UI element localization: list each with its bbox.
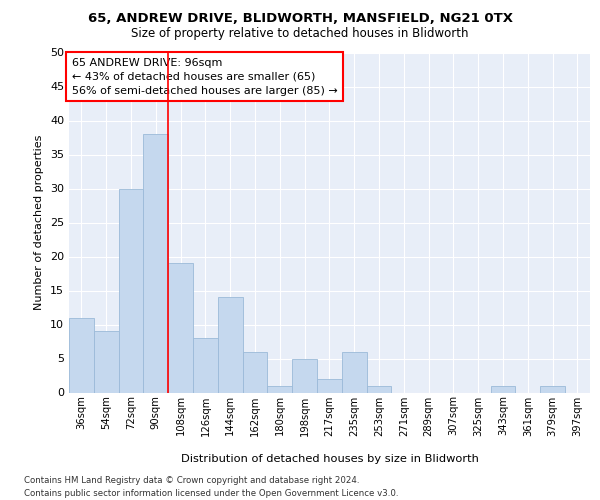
Bar bbox=[317, 379, 342, 392]
Bar bbox=[69, 318, 94, 392]
Bar bbox=[119, 188, 143, 392]
Bar bbox=[268, 386, 292, 392]
Bar bbox=[491, 386, 515, 392]
Bar bbox=[367, 386, 391, 392]
Bar bbox=[242, 352, 268, 393]
Bar bbox=[540, 386, 565, 392]
Text: Size of property relative to detached houses in Blidworth: Size of property relative to detached ho… bbox=[131, 28, 469, 40]
Text: Contains HM Land Registry data © Crown copyright and database right 2024.: Contains HM Land Registry data © Crown c… bbox=[24, 476, 359, 485]
Bar bbox=[168, 264, 193, 392]
Bar bbox=[218, 298, 242, 392]
Text: Distribution of detached houses by size in Blidworth: Distribution of detached houses by size … bbox=[181, 454, 479, 464]
Bar bbox=[143, 134, 168, 392]
Bar bbox=[94, 332, 119, 392]
Y-axis label: Number of detached properties: Number of detached properties bbox=[34, 135, 44, 310]
Text: 65, ANDREW DRIVE, BLIDWORTH, MANSFIELD, NG21 0TX: 65, ANDREW DRIVE, BLIDWORTH, MANSFIELD, … bbox=[88, 12, 512, 26]
Bar bbox=[193, 338, 218, 392]
Text: 65 ANDREW DRIVE: 96sqm
← 43% of detached houses are smaller (65)
56% of semi-det: 65 ANDREW DRIVE: 96sqm ← 43% of detached… bbox=[71, 58, 337, 96]
Bar bbox=[342, 352, 367, 393]
Bar bbox=[292, 358, 317, 392]
Text: Contains public sector information licensed under the Open Government Licence v3: Contains public sector information licen… bbox=[24, 489, 398, 498]
